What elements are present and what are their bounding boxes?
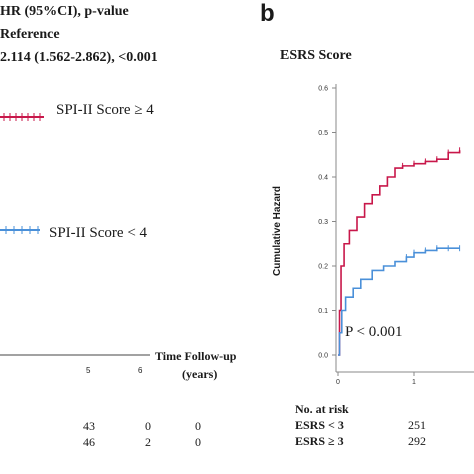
risk-row1-val1: 43 (83, 419, 95, 433)
hr-value: 2.114 (1.562-2.862), <0.001 (0, 50, 158, 65)
reference-label: Reference (0, 27, 60, 42)
y-tick-label: 0.2 (318, 264, 328, 271)
y-tick-label: 0.5 (318, 130, 328, 137)
cumulative-hazard-chart: 0.0 0.1 0.2 0.3 0.4 0.5 0.6 0 1 (318, 84, 474, 386)
risk-row2-val1: 46 (83, 435, 95, 449)
risk-value-high: 292 (408, 434, 426, 448)
left-panel-graphics (0, 113, 150, 356)
y-tick-label: 0.4 (318, 175, 328, 182)
panel-label-b: b (260, 0, 275, 27)
legend-high-label: SPI-II Score ≥ 4 (56, 102, 154, 118)
y-tick-label: 0.1 (318, 308, 328, 315)
left-x-tick-6: 6 (138, 366, 143, 375)
x-tick-label: 1 (412, 379, 416, 386)
hr-header: HR (95%CI), p-value (0, 4, 129, 19)
risk-row1-val2: 0 (145, 419, 151, 433)
risk-row2-val2: 2 (145, 435, 151, 449)
chart-title: ESRS Score (280, 48, 352, 63)
y-tick-label: 0.3 (318, 219, 328, 226)
series-line-high (338, 150, 461, 356)
left-x-label-line1: Time Follow-up (155, 349, 237, 363)
risk-table-title: No. at risk (295, 402, 349, 416)
p-value-annotation: P < 0.001 (345, 324, 403, 340)
risk-value-low: 251 (408, 418, 426, 432)
left-x-label-line2: (years) (182, 367, 218, 381)
legend-low-label: SPI-II Score < 4 (49, 225, 148, 241)
left-x-tick-5: 5 (86, 366, 91, 375)
x-tick-label: 0 (336, 379, 340, 386)
risk-row2-val3: 0 (195, 435, 201, 449)
risk-label-high: ESRS ≥ 3 (295, 434, 344, 448)
risk-row1-val3: 0 (195, 419, 201, 433)
series-line-low (338, 247, 460, 356)
y-tick-label: 0.6 (318, 86, 328, 93)
y-tick-label: 0.0 (318, 353, 328, 360)
risk-label-low: ESRS < 3 (295, 418, 344, 432)
